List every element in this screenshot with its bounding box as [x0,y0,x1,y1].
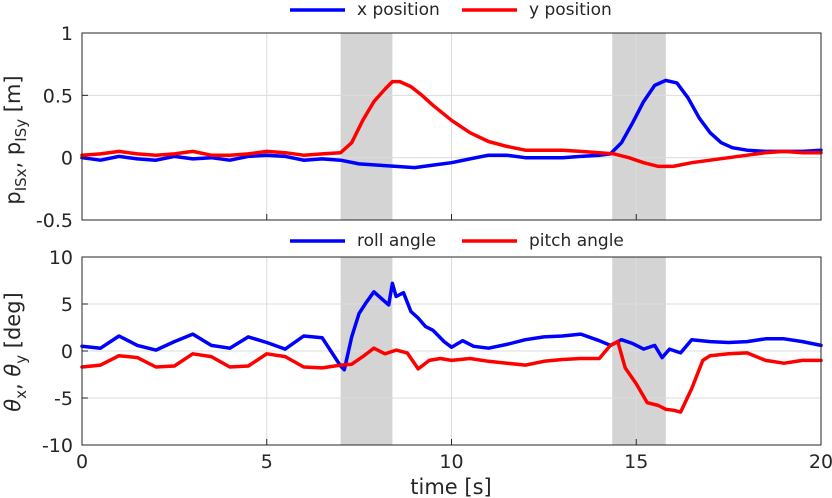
angle-y-axis-label: θx, θy [deg] [1,292,30,412]
series-line-pitch-angle [80,339,823,414]
angle-x-tick-label: 5 [261,451,273,473]
angle-y-tick-label: 0 [61,341,73,363]
series-line-x-position [80,78,823,170]
position-y-tick-label: 0.5 [43,85,73,107]
angle-y-tick-label: -10 [42,435,73,457]
angle-x-tick-label: 20 [809,451,832,473]
position-legend: x position y position [290,0,612,20]
position-shaded-interval-1 [340,33,393,220]
legend-label-pitch-angle: pitch angle [529,231,624,251]
legend-label-x-position: x position [357,0,440,20]
position-chart: -0.5 0 0.5 1 pISx, pISy [m] x position y po… [1,0,823,232]
time-x-axis-label: time [s] [410,475,491,498]
angle-y-tick-label: -5 [54,388,73,410]
angle-x-tick-label: 15 [624,451,648,473]
angle-y-tick-label: 5 [61,294,73,316]
legend-label-y-position: y position [529,0,612,20]
position-y-tick-label: 1 [61,23,73,45]
angle-x-tick-label: 0 [76,451,88,473]
position-shaded-interval-2 [612,33,666,220]
series-line-y-position [80,79,823,169]
angle-legend: roll angle pitch angle [290,231,624,251]
position-y-tick-label: -0.5 [36,210,73,232]
position-y-tick-label: 0 [61,148,73,170]
angle-x-tick-label: 10 [439,451,463,473]
angle-y-tick-label: 10 [49,247,73,269]
position-y-axis-label: pISx, pISy [m] [1,75,30,204]
series-line-roll-angle [80,281,823,372]
legend-label-roll-angle: roll angle [357,231,436,251]
